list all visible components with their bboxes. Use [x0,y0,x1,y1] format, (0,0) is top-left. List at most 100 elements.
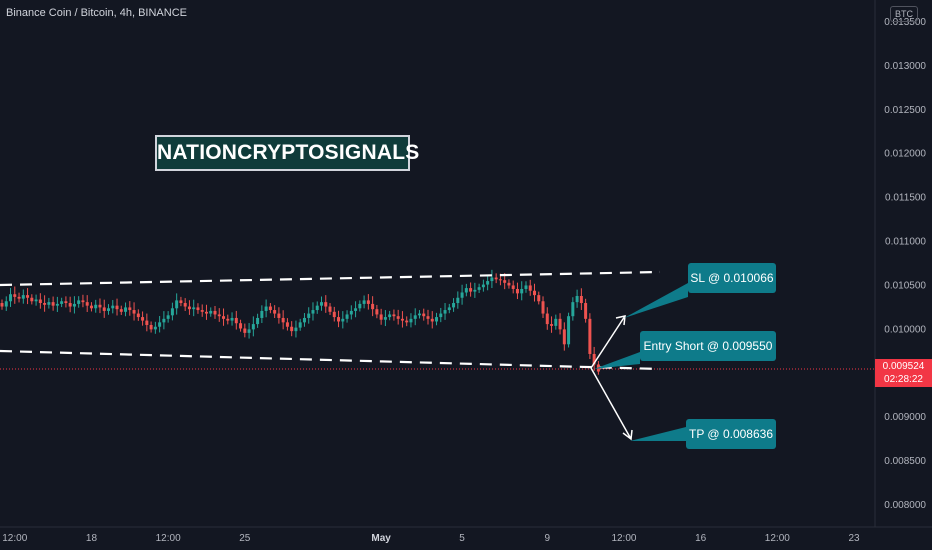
candle-body [337,317,341,322]
candle-body [366,300,370,304]
candle-body [17,296,21,299]
candle-body [503,280,507,283]
candle-body [341,318,345,322]
candle-body [362,300,366,304]
time-axis-label: 25 [239,533,251,544]
candle-body [558,318,562,330]
candle-body [515,288,519,294]
candle-body [38,299,42,304]
candle-body [21,295,25,299]
candle-body [588,318,592,354]
time-axis-label: 12:00 [765,533,790,544]
candle-body [298,322,302,328]
candle-body [315,305,319,311]
candle-body [460,292,464,298]
candle-body [511,285,515,289]
candle-body [175,300,179,309]
candle-body [264,306,268,311]
candle-body [494,277,498,280]
callout-sl-pointer [624,283,688,318]
candle-body [153,326,157,330]
candle-body [562,329,566,345]
candle-body [183,303,187,307]
candle-body [413,315,417,319]
candle-body [158,322,162,327]
candle-body [213,310,217,315]
candle-body [111,305,115,309]
candle-body [187,306,191,310]
candle-body [409,318,413,323]
candle-body [584,303,588,319]
time-axis-label: 18 [86,533,98,544]
price-axis: 0.013500 0.013000 0.012500 0.012000 0.011500… [884,17,926,511]
candle-body [141,317,145,321]
candle-body [400,318,404,321]
candle-body [379,314,383,320]
candle-body [179,300,183,304]
callout-sl: SL @ 0.010066 [688,263,776,293]
candle-body [422,313,426,317]
candle-body [204,311,208,314]
candle-body [328,306,332,312]
candle-body [68,303,72,307]
candle-body [64,301,68,304]
candle-body [371,303,375,310]
candle-body [239,323,243,329]
candle-body [268,306,272,311]
price-axis-label: 0.012500 [884,105,926,116]
candle-body [277,313,281,318]
candle-body [217,314,221,317]
candle-body [72,303,76,307]
price-axis-label: 0.011000 [885,237,926,248]
candle-body [541,301,545,314]
chart-title: Binance Coin / Bitcoin, 4h, BINANCE [6,7,187,19]
time-axis-label: May [371,533,391,544]
candle-body [464,288,468,293]
candle-body [51,302,55,306]
current-price-tag: 0.009524 02:28:22 [875,359,932,387]
candle-body [332,311,336,318]
price-axis-label: 0.010000 [884,324,926,335]
candle-body [554,318,558,326]
candle-body [234,317,238,324]
candle-body [222,316,226,319]
time-axis-label: 9 [544,533,550,544]
price-axis-label: 0.008000 [884,500,926,511]
candle-body [533,290,536,296]
candle-body [571,302,575,317]
candle-body [307,313,311,318]
candle-body [447,307,451,311]
candle-body [243,328,247,333]
candle-body [128,307,132,311]
currency-badge[interactable]: BTC [890,6,918,22]
candle-body [196,307,200,311]
candle-body [136,313,140,318]
candle-body [443,310,447,314]
callout-entry-pointer [594,352,640,369]
candle-body [575,295,579,303]
candle-body [426,316,430,319]
price-axis-label: 0.009000 [884,412,926,423]
candle-body [537,295,541,302]
candle-body [524,285,528,289]
candle-body [251,324,255,330]
arrow-down [590,367,633,441]
candle-body [567,316,571,345]
time-axis: 12:00 18 12:00 25 May 5 9 12:00 16 12:00 23 [2,533,860,544]
candle-body [145,320,149,325]
candle-body [170,308,174,316]
time-axis-label: 23 [848,533,860,544]
candle-body [383,317,387,320]
time-axis-label: 12:00 [156,533,181,544]
channel-lower-line [0,349,661,371]
candle-body [520,288,524,294]
candle-body [392,314,396,317]
candle-body [94,304,98,309]
candle-body [247,329,251,333]
candle-body [192,307,196,310]
candle-body [477,287,481,290]
candle-body [115,305,119,310]
channel-upper-line [0,270,661,287]
watermark-label: NATIONCRYPTOSIGNALS [155,135,419,171]
